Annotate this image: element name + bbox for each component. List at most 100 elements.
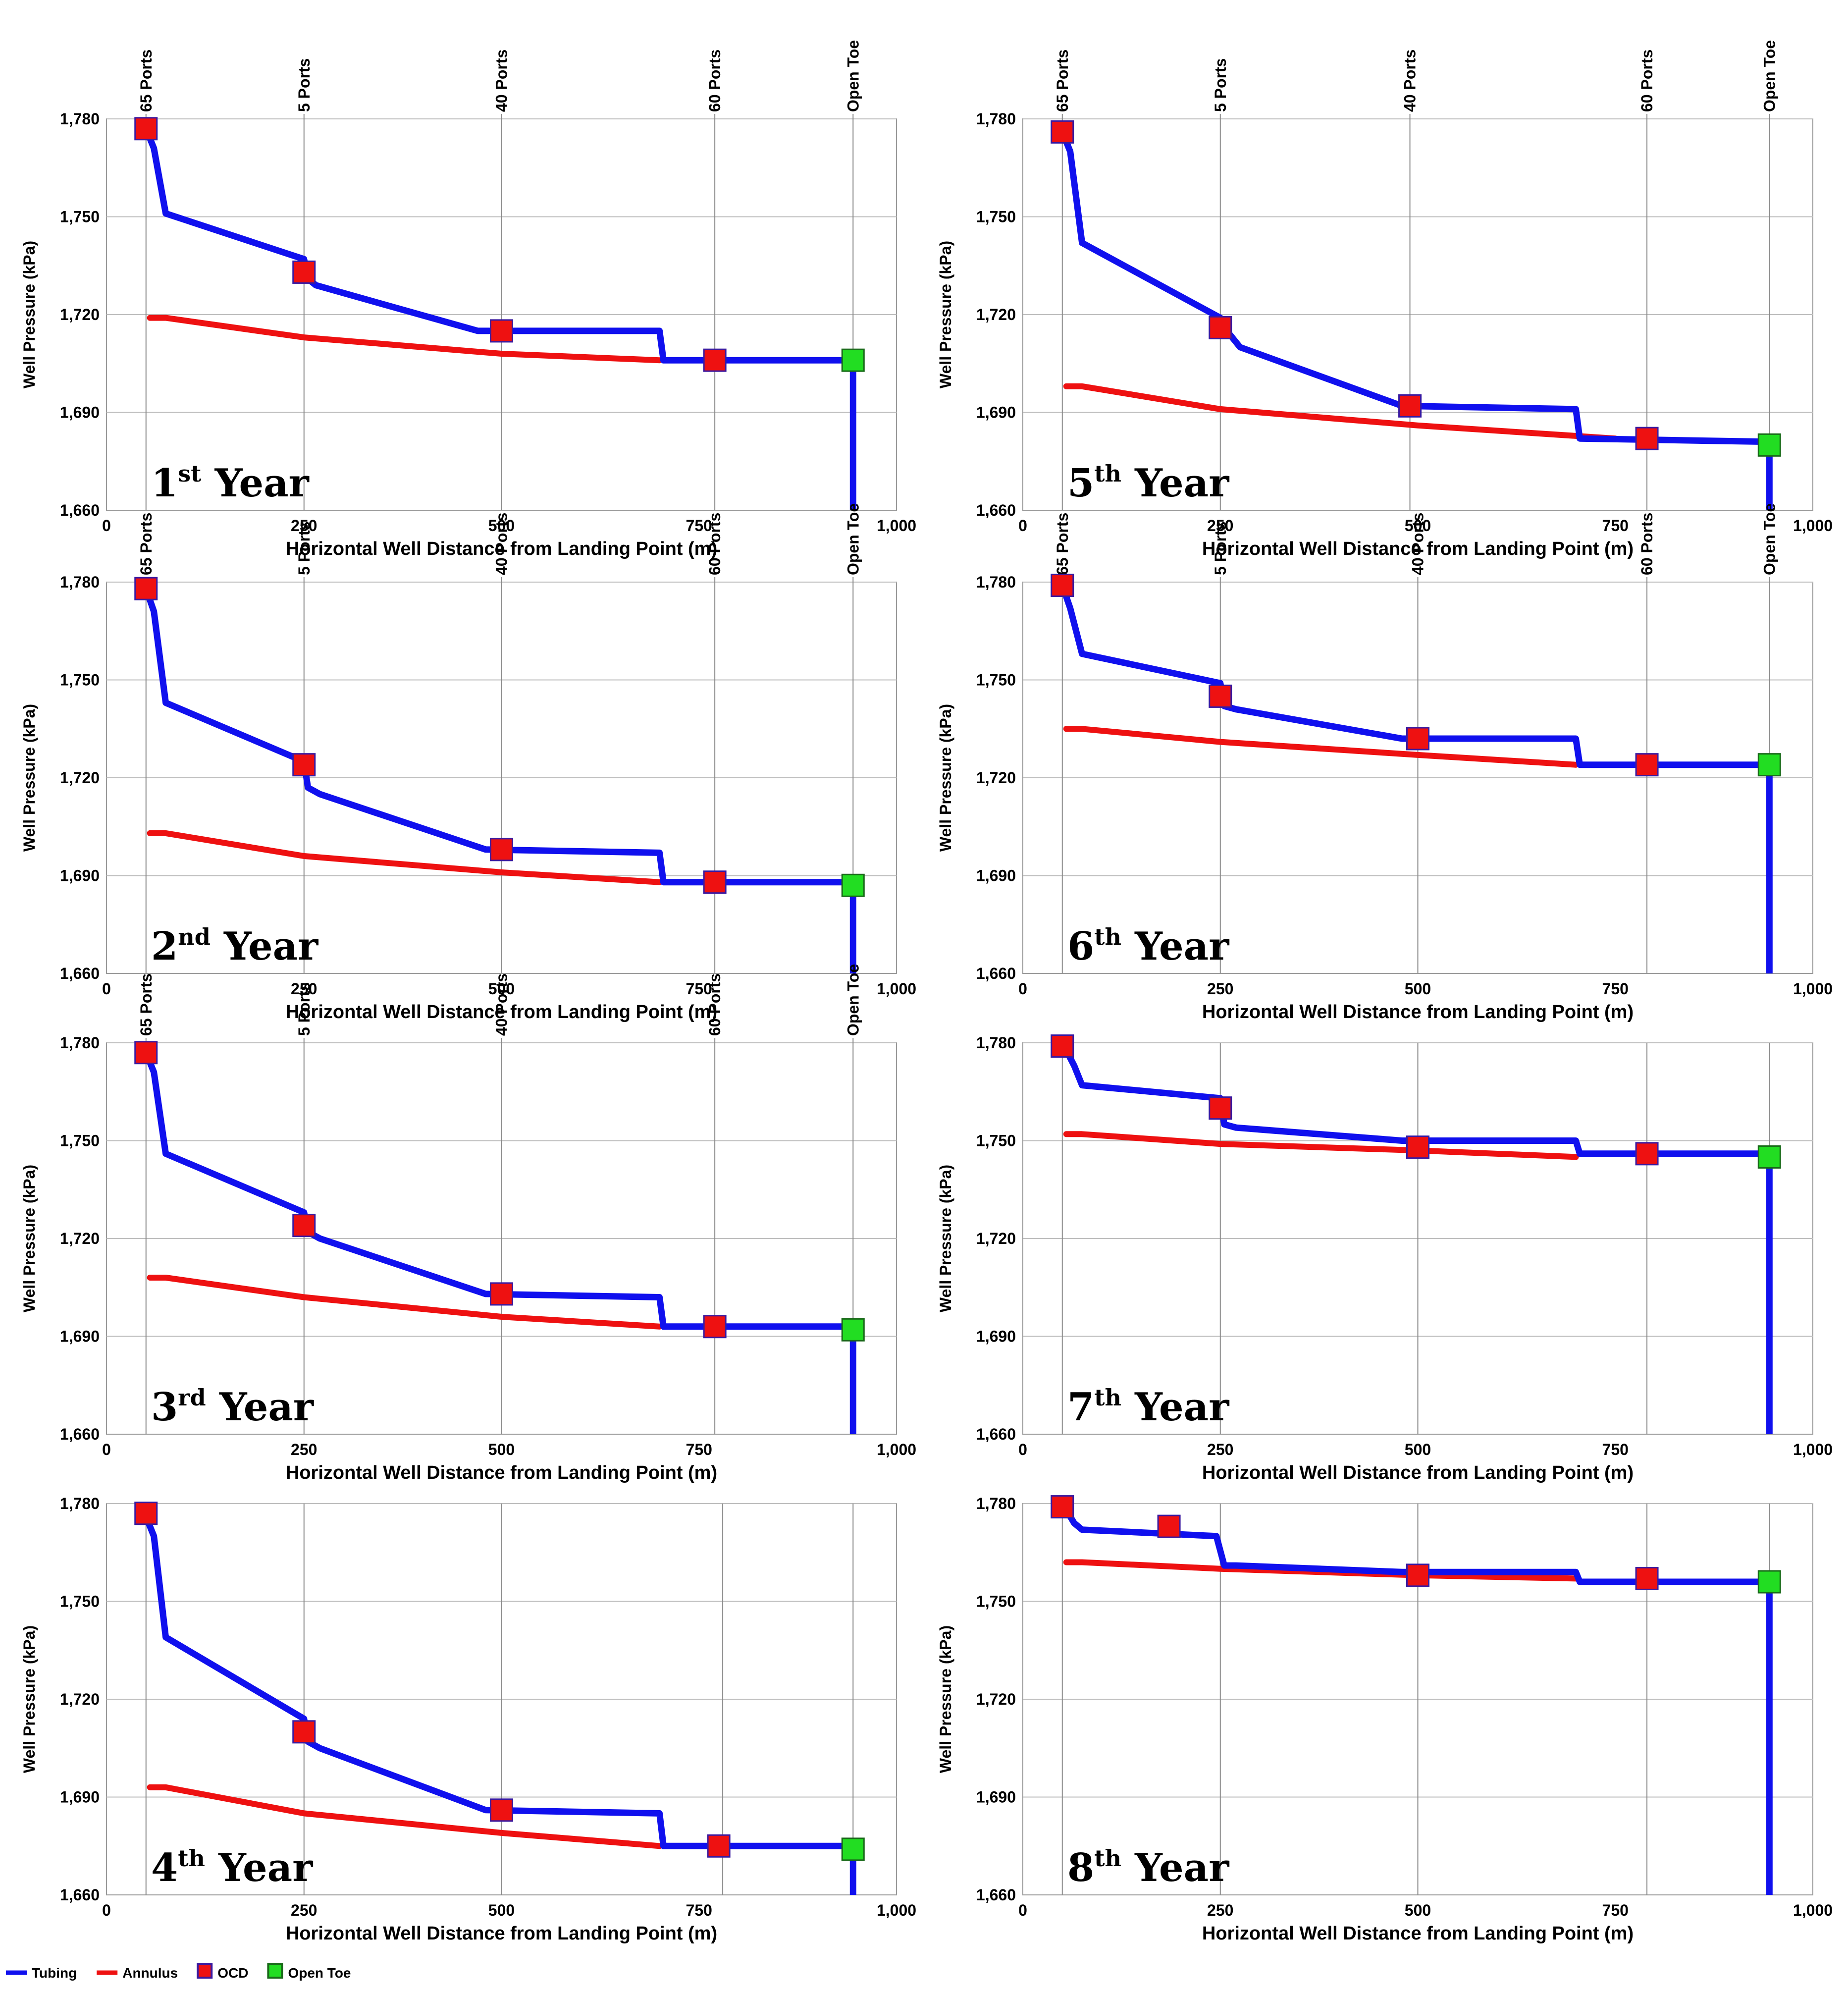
- ocd-marker: [292, 1720, 316, 1744]
- ocd-marker: [490, 838, 513, 861]
- ocd-marker: [1635, 1142, 1659, 1166]
- y-tick-label: 1,690: [60, 867, 100, 885]
- ocd-marker: [1406, 1135, 1429, 1159]
- ocd-marker: [292, 260, 316, 284]
- port-marker-label: 40 Ports: [493, 973, 511, 1036]
- x-tick-label: 750: [1602, 1901, 1629, 1919]
- legend-item: Open Toe: [267, 1963, 351, 1981]
- tubing-line: [143, 127, 856, 510]
- y-tick-label: 1,690: [60, 404, 100, 422]
- ocd-marker: [134, 1502, 158, 1525]
- x-tick-label: 0: [102, 517, 111, 535]
- annulus-line: [147, 1784, 663, 1849]
- chart-panel-8: 1,660 1,690 1,720 1,750 1,780 0 250 500 750 1,000…: [937, 1495, 1833, 1944]
- legend: Tubing Annulus OCD Open Toe: [6, 1963, 351, 1981]
- y-tick-label: 1,690: [976, 1328, 1016, 1346]
- x-axis-title: Horizontal Well Distance from Landing Po…: [1202, 538, 1634, 559]
- x-tick-label: 500: [1405, 980, 1431, 998]
- chart-panel-4: 1,660 1,690 1,720 1,750 1,780 0 250 500 750 1,000…: [20, 1495, 916, 1944]
- port-marker-label: 60 Ports: [1638, 50, 1656, 112]
- ocd-marker: [1635, 753, 1659, 777]
- open-toe-marker: [1757, 753, 1781, 777]
- x-tick-label: 500: [1405, 1901, 1431, 1919]
- port-marker-label: 5 Ports: [295, 982, 313, 1036]
- port-marker-label: 65 Ports: [1054, 513, 1071, 575]
- y-axis-title: Well Pressure (kPa): [20, 1165, 38, 1312]
- y-tick-label: 1,780: [976, 110, 1016, 128]
- tubing-line: [143, 588, 856, 973]
- x-tick-label: 0: [1018, 1901, 1027, 1919]
- port-marker-label: 5 Ports: [295, 522, 313, 575]
- x-tick-label: 500: [488, 517, 515, 535]
- annulus-line: [1063, 1559, 1579, 1582]
- legend-label: Annulus: [122, 1965, 178, 1981]
- ocd-marker: [707, 1834, 731, 1858]
- open-toe-marker: [1757, 1570, 1781, 1594]
- y-tick-label: 1,660: [60, 501, 100, 519]
- ocd-marker: [1051, 1034, 1074, 1058]
- port-marker-label: 40 Ports: [493, 513, 511, 575]
- open-toe-marker: [841, 1837, 865, 1861]
- year-label: 8th Year: [1067, 1845, 1229, 1890]
- y-axis-title: Well Pressure (kPa): [20, 1625, 38, 1773]
- y-tick-label: 1,750: [976, 208, 1016, 226]
- x-tick-label: 0: [102, 980, 111, 998]
- y-tick-label: 1,750: [60, 1593, 100, 1611]
- ocd-marker: [1209, 684, 1232, 708]
- y-tick-label: 1,750: [976, 1132, 1016, 1150]
- x-tick-label: 500: [488, 1441, 515, 1458]
- x-tick-label: 1,000: [877, 980, 916, 998]
- x-tick-label: 0: [1018, 1441, 1027, 1458]
- series-group: [143, 127, 856, 510]
- x-tick-label: 250: [291, 1441, 317, 1458]
- legend-item: Tubing: [6, 1965, 77, 1981]
- x-tick-label: 500: [1405, 517, 1431, 535]
- x-tick-label: 750: [686, 980, 712, 998]
- y-tick-label: 1,660: [60, 1425, 100, 1443]
- x-tick-label: 250: [291, 1901, 317, 1919]
- annulus-line: [1063, 383, 1619, 442]
- y-tick-label: 1,690: [976, 867, 1016, 885]
- port-marker-label: Open Toe: [844, 964, 862, 1036]
- x-axis-title: Horizontal Well Distance from Landing Po…: [1202, 1923, 1634, 1944]
- legend-item: Annulus: [97, 1965, 178, 1981]
- year-label: 5th Year: [1067, 460, 1229, 506]
- y-tick-label: 1,660: [976, 1425, 1016, 1443]
- y-tick-label: 1,660: [976, 1886, 1016, 1904]
- year-label: 2nd Year: [151, 923, 318, 969]
- x-tick-label: 0: [102, 1441, 111, 1458]
- year-label: 6th Year: [1067, 923, 1229, 969]
- port-marker-label: Open Toe: [1760, 503, 1778, 575]
- y-tick-label: 1,750: [60, 671, 100, 689]
- ocd-marker: [134, 117, 158, 141]
- ocd-marker: [1051, 574, 1074, 597]
- open-toe-marker: [841, 348, 865, 372]
- port-marker-label: 5 Ports: [295, 58, 313, 112]
- open-toe-marker: [841, 873, 865, 897]
- x-tick-label: 250: [291, 517, 317, 535]
- ocd-marker: [1051, 120, 1074, 144]
- port-marker-label: 65 Ports: [1054, 50, 1071, 112]
- y-tick-label: 1,750: [976, 1593, 1016, 1611]
- x-tick-label: 750: [686, 517, 712, 535]
- ocd-marker: [1406, 1563, 1429, 1587]
- port-marker-label: 60 Ports: [706, 513, 724, 575]
- open-toe-marker: [1757, 1145, 1781, 1169]
- y-tick-label: 1,660: [976, 965, 1016, 982]
- y-tick-label: 1,780: [976, 573, 1016, 591]
- x-tick-label: 750: [1602, 1441, 1629, 1458]
- ocd-marker: [134, 1041, 158, 1065]
- y-tick-label: 1,780: [976, 1495, 1016, 1512]
- port-marker-label: 65 Ports: [137, 50, 155, 112]
- chart-panel-2: 65 Ports 5 Ports 40 Ports 60 Ports Open Toe 1…: [20, 503, 916, 1023]
- y-tick-label: 1,720: [60, 1690, 100, 1708]
- x-tick-label: 1,000: [1793, 517, 1833, 535]
- ocd-marker: [1635, 1566, 1659, 1590]
- ocd-marker: [134, 577, 158, 600]
- year-label: 4th Year: [151, 1845, 313, 1890]
- port-marker-label: 40 Ports: [1401, 50, 1419, 112]
- legend-item: OCD: [197, 1963, 248, 1981]
- x-tick-label: 1,000: [877, 1441, 916, 1458]
- x-axis-title: Horizontal Well Distance from Landing Po…: [286, 1462, 717, 1483]
